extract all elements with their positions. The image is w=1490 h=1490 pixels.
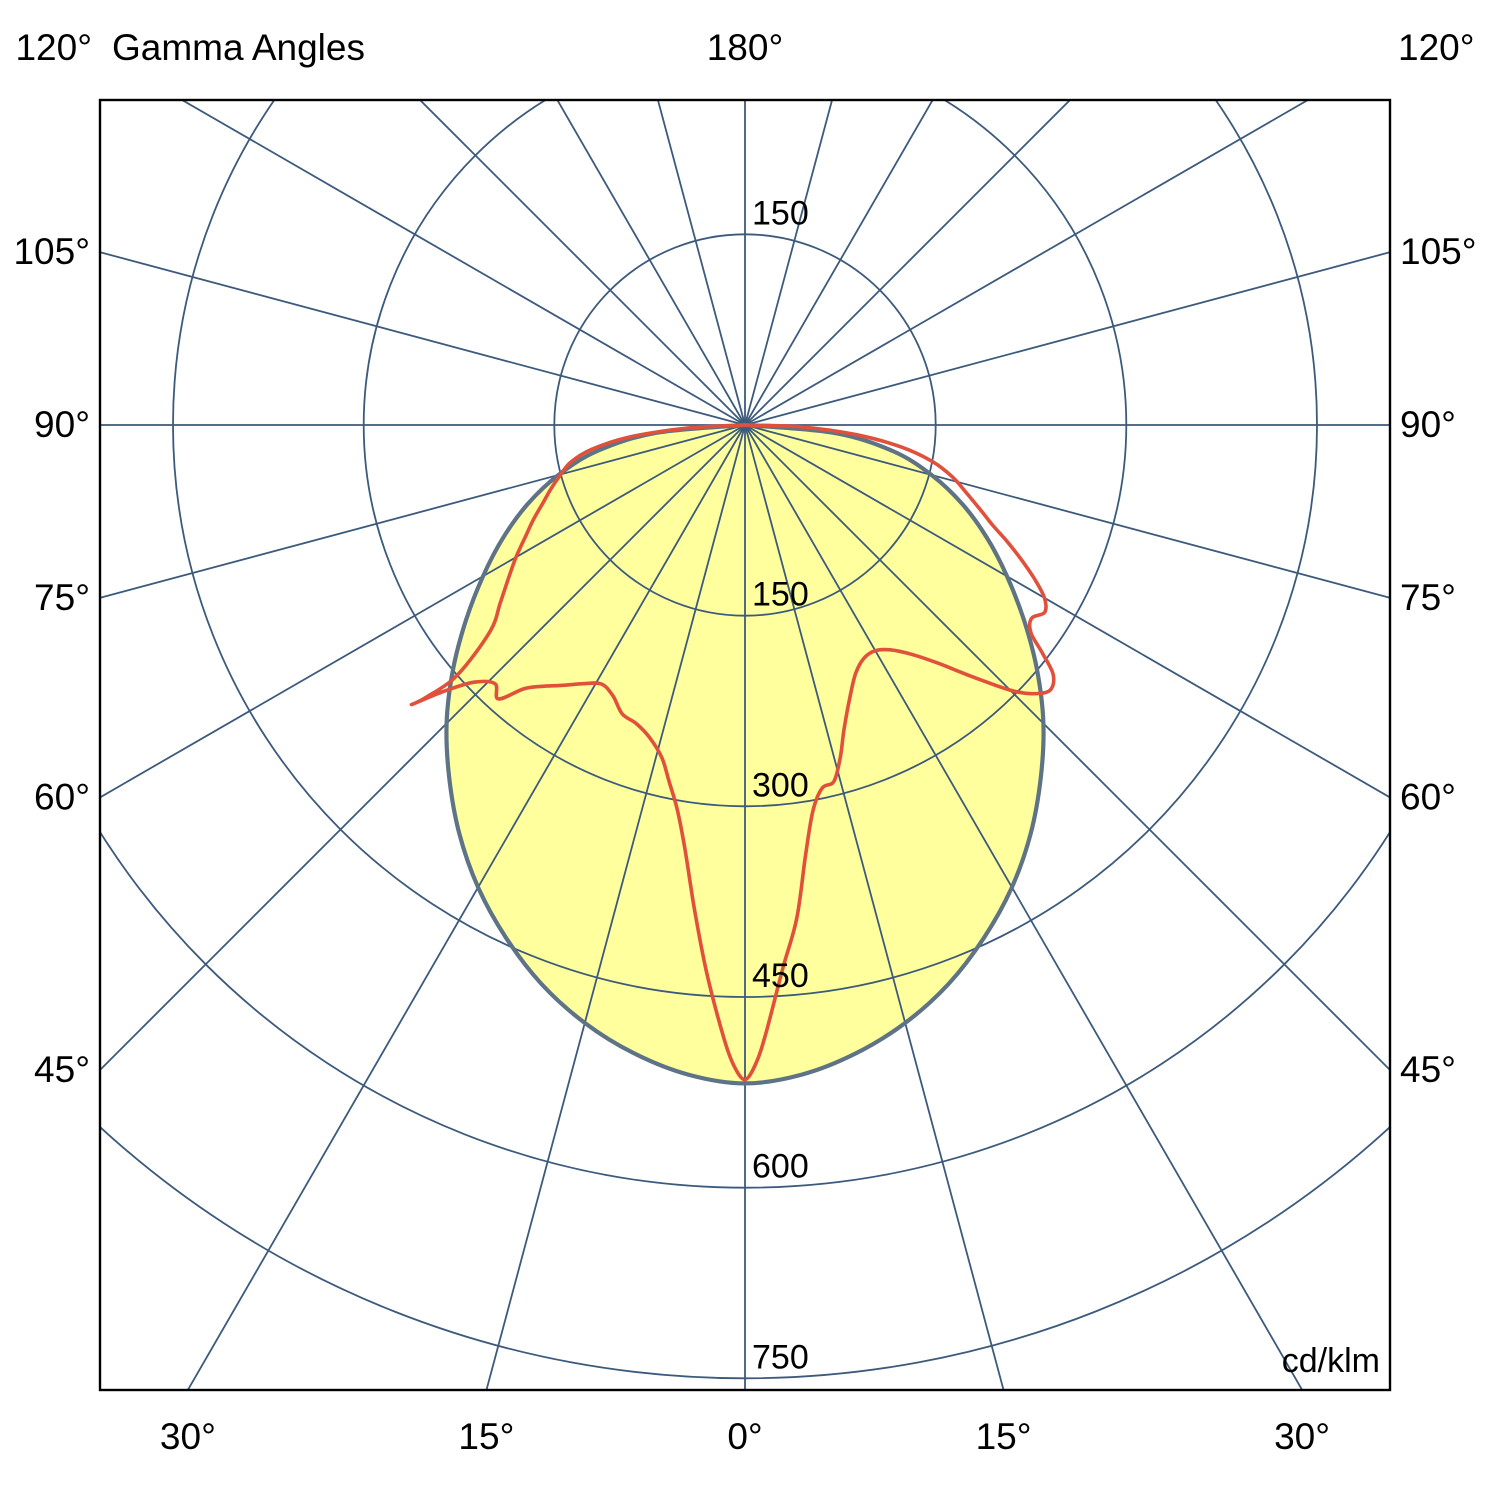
gamma-label-bottom: 15°: [976, 1416, 1032, 1457]
unit-label: cd/klm: [1282, 1342, 1380, 1380]
radial-gridline: [556, 100, 746, 426]
gamma-label-bottom: 30°: [160, 1416, 216, 1457]
radial-gridline: [744, 424, 1304, 1390]
gamma-label-left: 75°: [34, 577, 90, 618]
gamma-label-left: 105°: [13, 231, 90, 272]
chart-title: Gamma Angles: [112, 27, 365, 68]
solid-intensity-curve: [444, 422, 1046, 1086]
ring-label: 750: [752, 1338, 809, 1376]
gamma-label-top-right: 120°: [1398, 27, 1475, 68]
red-curve-layer: [409, 423, 1056, 1082]
radial-gridline: [744, 424, 1005, 1390]
radial-gridline: [744, 100, 1072, 426]
ring-label: 600: [752, 1148, 809, 1186]
gamma-label-right: 90°: [1400, 404, 1456, 445]
radial-gridline: [744, 424, 1390, 1072]
gamma-label-bottom: 30°: [1274, 1416, 1330, 1457]
ring-label: 300: [752, 766, 809, 804]
gamma-label-right: 105°: [1400, 231, 1477, 272]
ring-label-above: 150: [752, 194, 809, 232]
radial-gridline: [100, 251, 746, 426]
radial-gridline: [180, 100, 746, 426]
ring-label: 150: [752, 576, 809, 614]
plot-frame: [98, 98, 1392, 1392]
gamma-label-right: 75°: [1400, 577, 1456, 618]
radial-gridline: [744, 100, 834, 426]
gamma-label-left: 45°: [34, 1049, 90, 1090]
ring-label: 450: [752, 957, 809, 995]
gamma-label-left: 90°: [34, 404, 90, 445]
radial-gridline: [656, 100, 746, 426]
radial-gridline: [418, 100, 746, 426]
radial-gridline: [186, 424, 746, 1390]
radial-gridline: [100, 424, 746, 1072]
solid-curve-layer: [444, 422, 1046, 1086]
gamma-label-top-left: 120°: [15, 27, 92, 68]
gamma-label-right: 45°: [1400, 1049, 1456, 1090]
radial-gridline: [744, 100, 1310, 426]
radial-gridline: [485, 424, 746, 1390]
labels-layer: 120° Gamma Angles 180° 120° cd/klm 105° 9…: [13, 27, 1476, 1457]
radial-gridline: [744, 424, 1390, 799]
gamma-label-top-center: 180°: [707, 27, 784, 68]
gamma-label-bottom: 15°: [458, 1416, 514, 1457]
radial-gridline: [744, 100, 934, 426]
radial-gridline: [100, 424, 746, 799]
gamma-label-left: 60°: [34, 776, 90, 817]
radial-gridline: [744, 424, 1390, 599]
gamma-label-bottom: 0°: [727, 1416, 762, 1457]
radial-gridline: [100, 424, 746, 599]
radial-gridline: [744, 251, 1390, 426]
gamma-label-right: 60°: [1400, 776, 1456, 817]
red-intensity-curve: [409, 423, 1056, 1082]
